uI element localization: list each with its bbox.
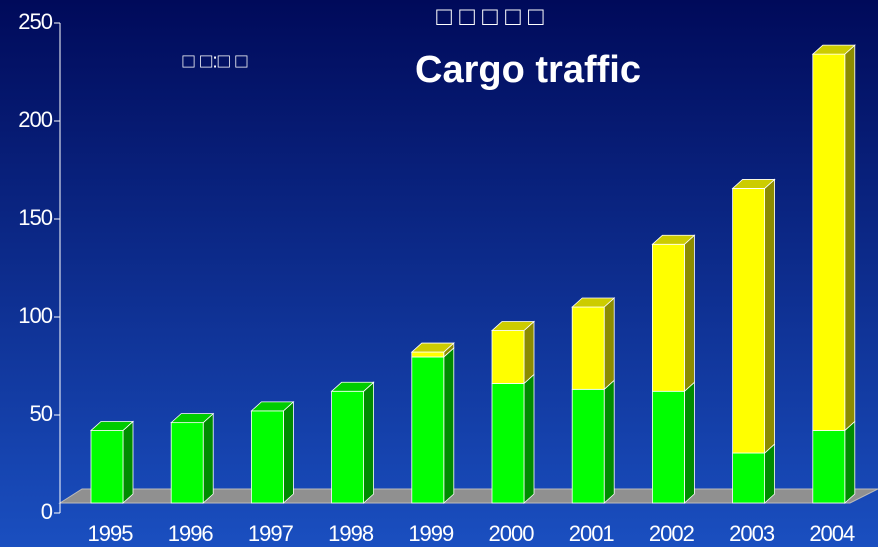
x-tick-label: 2001: [569, 521, 615, 546]
bar: [250, 410, 284, 504]
bar-top: [170, 413, 215, 424]
bar: [90, 430, 124, 504]
bar-top: [651, 234, 696, 245]
bar: [571, 388, 605, 504]
bar-top: [731, 179, 776, 189]
bar: [491, 330, 525, 384]
bar-side: [443, 347, 455, 504]
bar-side: [844, 44, 856, 432]
bar-side: [363, 381, 375, 504]
bar: [411, 356, 445, 504]
bar-top: [490, 321, 536, 331]
bar: [571, 306, 605, 390]
bar: [812, 430, 846, 504]
bar-top: [410, 342, 455, 353]
y-tick-label: 150: [18, 205, 52, 230]
bar-side: [202, 412, 214, 504]
x-tick-label: 2002: [649, 521, 695, 546]
x-tick-label: 2003: [729, 521, 775, 546]
bar: [652, 390, 685, 504]
annotation: □ □:□ □: [183, 50, 248, 72]
bar: [812, 53, 846, 431]
bar: [652, 243, 685, 392]
bar-top: [571, 297, 616, 308]
bar: [732, 188, 765, 454]
bar-side: [603, 379, 615, 504]
x-tick-label: 1998: [328, 521, 374, 546]
bar-side: [122, 420, 134, 504]
bar-side: [523, 373, 535, 504]
bar-top: [330, 381, 375, 392]
y-tick-label: 100: [18, 303, 52, 328]
x-tick-label: 1995: [88, 521, 134, 546]
y-tick-label: 200: [18, 107, 52, 132]
bar-side: [282, 400, 294, 504]
bar-top: [811, 44, 856, 55]
y-tick-label: 50: [30, 401, 53, 426]
bar-top: [89, 421, 135, 431]
x-tick-label: 1996: [168, 521, 214, 546]
bar: [491, 383, 525, 504]
bar-side: [764, 178, 775, 454]
bar: [411, 351, 445, 358]
bar-side: [844, 420, 856, 504]
bar-side: [764, 443, 775, 504]
bar-top: [250, 401, 295, 412]
x-tick-label: 2000: [489, 521, 535, 546]
y-tick-label: 0: [41, 499, 53, 524]
y-tick-label: 250: [18, 9, 52, 34]
chart-title: Cargo traffic: [415, 49, 641, 91]
bar-side: [684, 381, 695, 504]
subtitle: □ □ □ □ □: [436, 1, 544, 31]
bar-side: [684, 234, 695, 393]
bar: [170, 422, 204, 504]
x-tick-label: 2004: [809, 521, 855, 546]
x-tick-label: 1997: [248, 521, 294, 546]
bar: [732, 452, 765, 504]
bar: [331, 390, 365, 504]
x-tick-label: 1999: [408, 521, 454, 546]
bar-side: [603, 297, 615, 391]
bar-side: [523, 320, 535, 385]
